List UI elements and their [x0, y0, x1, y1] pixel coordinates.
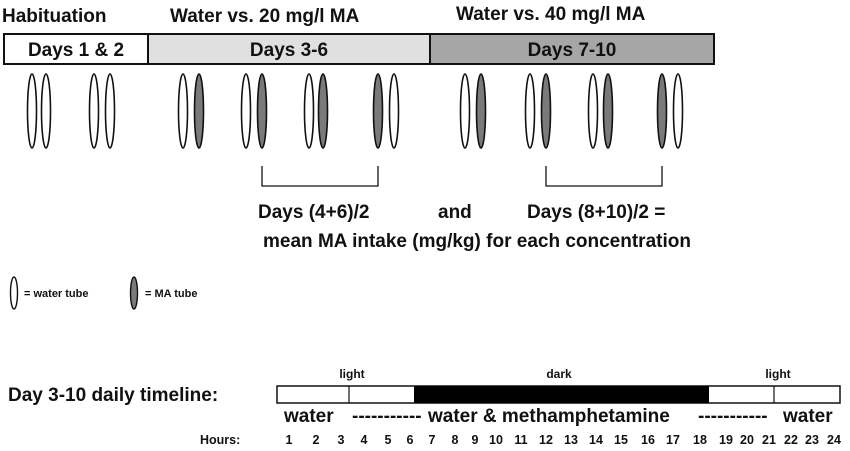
legend-ma-tube-icon — [129, 276, 139, 310]
formula-days-8-10: Days (8+10)/2 = — [527, 202, 665, 223]
water-tube-icon — [459, 73, 471, 149]
hour-label: 12 — [539, 433, 553, 447]
formula-result: mean MA intake (mg/kg) for each concentr… — [263, 231, 691, 252]
timeline-label: Day 3-10 daily timeline: — [8, 385, 218, 406]
hours-label: Hours: — [200, 433, 240, 447]
hour-label: 22 — [784, 433, 798, 447]
legend-water-label: = water tube — [24, 288, 89, 300]
water-tube-icon — [88, 73, 100, 149]
phase-bar-seg3-label: Days 7-10 — [528, 40, 617, 61]
phase-bar-seg2-label: Days 3-6 — [250, 40, 328, 61]
hour-label: 4 — [361, 433, 368, 447]
hour-label: 3 — [338, 433, 345, 447]
light-dark-bar — [276, 385, 841, 404]
formula-days-4-6: Days (4+6)/2 — [258, 202, 369, 223]
timeline-dark: dark — [546, 367, 572, 381]
phase-bar-seg2 — [147, 33, 431, 65]
hour-label: 10 — [489, 433, 503, 447]
ma-tube-icon — [372, 73, 384, 149]
water-tube-icon — [587, 73, 599, 149]
hour-label: 1 — [286, 433, 293, 447]
water-tube-icon — [672, 73, 684, 149]
hour-label: 15 — [614, 433, 628, 447]
hour-label: 23 — [805, 433, 819, 447]
water-tube-icon — [524, 73, 536, 149]
hour-label: 19 — [719, 433, 733, 447]
phase2-heading: Water vs. 40 mg/l MA — [456, 4, 646, 25]
hour-label: 5 — [385, 433, 392, 447]
ma-tube-icon — [193, 73, 205, 149]
hour-label: 13 — [564, 433, 578, 447]
phase1-heading: Water vs. 20 mg/l MA — [170, 6, 360, 27]
hour-label: 2 — [313, 433, 320, 447]
timeline-dashes-left: ----------- — [352, 406, 422, 427]
habituation-heading: Habituation — [2, 6, 107, 27]
formula-and: and — [438, 202, 472, 223]
phase-bar-seg3 — [429, 33, 715, 65]
hour-label: 20 — [740, 433, 754, 447]
bracket-days-4-6 — [261, 166, 379, 187]
water-tube-icon — [240, 73, 252, 149]
legend-ma-label: = MA tube — [145, 288, 197, 300]
timeline-water-ma: water & methamphetamine — [427, 406, 670, 427]
timeline-light-left: light — [339, 367, 364, 381]
timeline-dashes-right: ----------- — [698, 406, 768, 427]
bracket-days-8-10 — [545, 166, 663, 187]
timeline-water-left: water — [283, 406, 334, 427]
ma-tube-icon — [656, 73, 668, 149]
timeline-water-right: water — [782, 406, 833, 427]
hour-label: 24 — [827, 433, 841, 447]
hour-label: 9 — [472, 433, 479, 447]
drinking-tubes — [26, 73, 684, 149]
water-tube-icon — [104, 73, 116, 149]
hour-label: 14 — [589, 433, 603, 447]
ma-tube-icon — [317, 73, 329, 149]
water-tube-icon — [177, 73, 189, 149]
ma-tube-icon — [256, 73, 268, 149]
ma-tube-icon — [602, 73, 614, 149]
water-tube-icon — [26, 73, 38, 149]
hour-label: 17 — [666, 433, 680, 447]
hour-label: 16 — [641, 433, 655, 447]
phase-bar: Days 1 & 2 Days 3-6 Days 7-10 — [3, 33, 715, 65]
ma-tube-icon — [540, 73, 552, 149]
timeline-dark-period — [414, 386, 709, 403]
hour-label: 21 — [762, 433, 776, 447]
hour-label: 7 — [429, 433, 436, 447]
phase-bar-seg1 — [3, 33, 149, 65]
legend: = water tube = MA tube — [9, 276, 197, 310]
hour-label: 6 — [407, 433, 414, 447]
ma-tube-icon — [475, 73, 487, 149]
water-tube-icon — [388, 73, 400, 149]
timeline-light-right: light — [765, 367, 790, 381]
water-tube-icon — [40, 73, 52, 149]
phase-bar-seg1-label: Days 1 & 2 — [28, 40, 124, 61]
hour-label: 18 — [693, 433, 707, 447]
hour-label: 11 — [514, 433, 527, 447]
hour-label: 8 — [452, 433, 459, 447]
hour-labels: 1 2 3 4 5 6 7 8 9 10 11 12 13 14 15 16 17 18 19 20 21 22 23 24 — [286, 433, 841, 447]
legend-water-tube-icon — [9, 276, 19, 310]
water-tube-icon — [303, 73, 315, 149]
